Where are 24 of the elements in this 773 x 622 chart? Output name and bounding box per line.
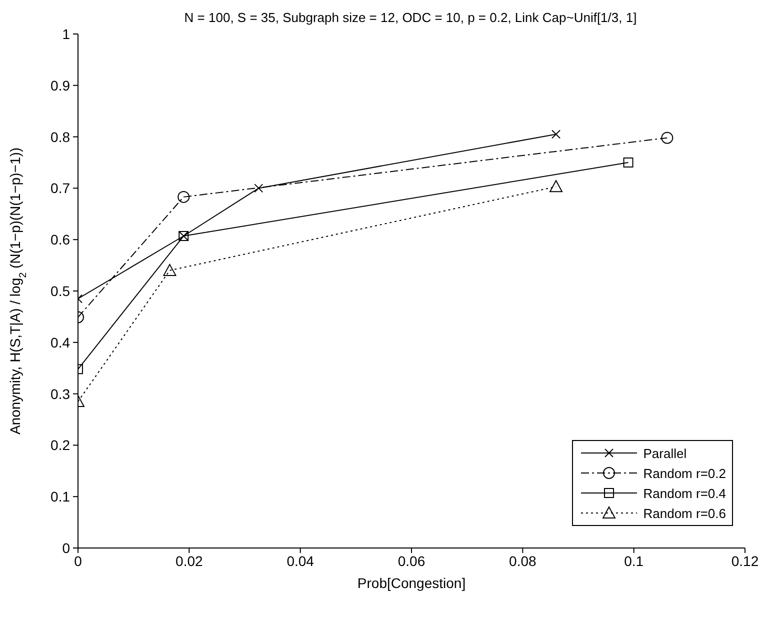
y-tick-label: 0.8 bbox=[50, 128, 70, 145]
x-tick-label: 0.06 bbox=[398, 552, 426, 569]
x-axis-title: Prob[Congestion] bbox=[357, 575, 466, 591]
y-tick-label: 0.9 bbox=[50, 77, 70, 94]
legend-label: Random r=0.6 bbox=[643, 506, 726, 520]
y-tick-label: 0.1 bbox=[50, 488, 70, 505]
x-tick-label: 0.1 bbox=[624, 552, 644, 569]
y-tick-label: 0 bbox=[62, 540, 70, 556]
legend-label: Random r=0.4 bbox=[643, 486, 726, 500]
legend-label: Parallel bbox=[643, 446, 687, 460]
y-tick-label: 0.4 bbox=[50, 334, 70, 350]
y-tick-label: 0.3 bbox=[50, 386, 70, 402]
x-tick-label: 0.08 bbox=[509, 552, 537, 569]
y-tick-label: 0.2 bbox=[50, 437, 70, 454]
y-tick-label: 0.7 bbox=[50, 180, 70, 196]
x-tick-label: 0.04 bbox=[286, 552, 314, 569]
x-tick-label: 0 bbox=[74, 552, 82, 569]
chart-title: N = 100, S = 35, Subgraph size = 12, ODC = 10, p = 0.2, Link Cap~Unif[1/3, 1] bbox=[184, 10, 637, 25]
y-tick-label: 0.5 bbox=[50, 282, 70, 299]
x-tick-label: 0.12 bbox=[731, 552, 759, 569]
y-tick-label: 1 bbox=[62, 26, 70, 42]
legend-label: Random r=0.2 bbox=[643, 466, 726, 480]
x-tick-label: 0.02 bbox=[176, 552, 204, 569]
y-tick-label: 0.6 bbox=[50, 232, 70, 248]
